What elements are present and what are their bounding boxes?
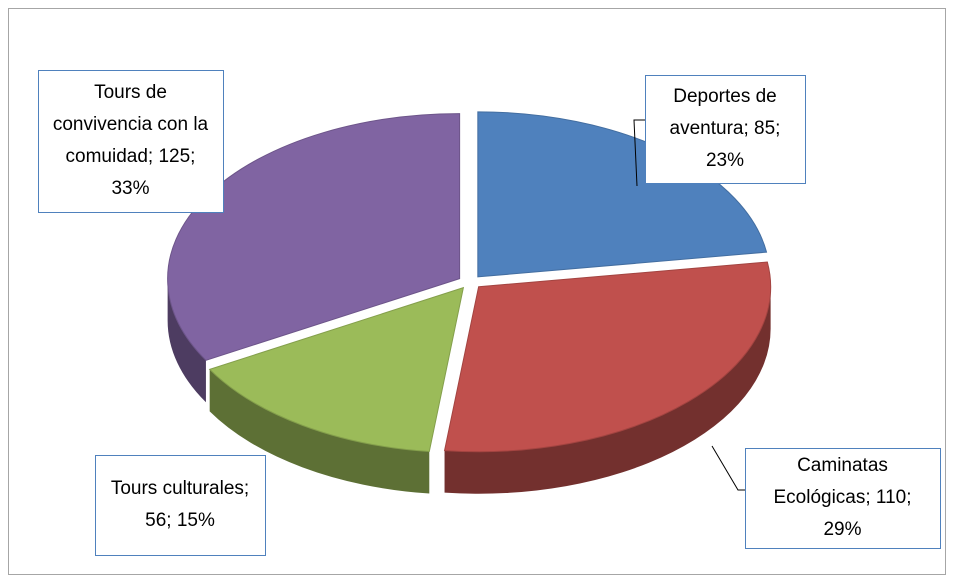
slice (443, 261, 772, 453)
data-labels: Deportes de aventura; 85; 23% Caminatas Ecol… (38, 70, 941, 556)
slice-side (444, 286, 771, 494)
leader-line (711, 445, 745, 491)
data-label-box (645, 75, 806, 184)
data-label: Tours de convivencia con la comuidad; 125;… (53, 82, 209, 199)
data-label: Caminatas Ecológicas; 110; 29% (773, 455, 911, 540)
data-label-box (745, 448, 941, 549)
leader-line (633, 119, 645, 187)
slice (208, 286, 465, 453)
data-label-box (95, 455, 266, 556)
pie (167, 111, 772, 494)
data-label: Tours culturales; 56; 15% (111, 478, 249, 531)
data-label: Deportes de aventura; 85; 23% (670, 86, 781, 171)
data-label-box (38, 70, 224, 213)
slice-side (167, 278, 206, 403)
